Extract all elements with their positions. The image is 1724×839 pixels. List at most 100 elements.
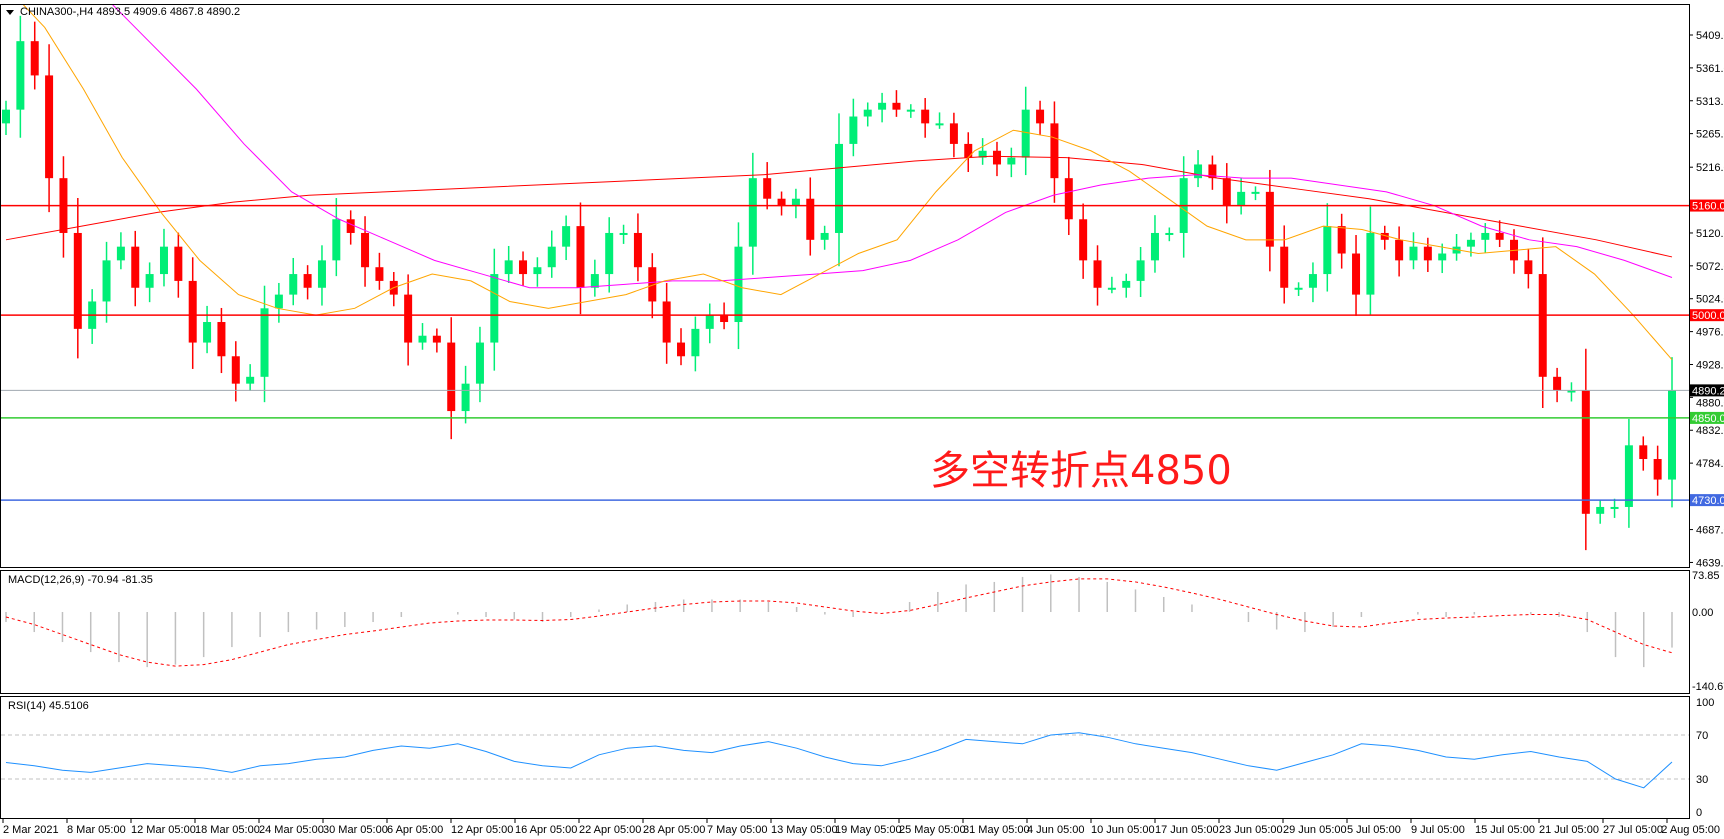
annotation-text: 多空转折点4850	[930, 448, 1232, 494]
candle-body	[935, 123, 944, 126]
candle-body	[246, 376, 255, 384]
candle-body	[1466, 239, 1475, 247]
rsi-tick-label: 100	[1696, 697, 1714, 709]
rsi-tick-label: 70	[1696, 730, 1708, 742]
candle-body	[820, 232, 829, 240]
time-label: 28 Apr 05:00	[643, 824, 705, 836]
level-label: 4850.0	[1692, 413, 1724, 425]
rsi-panel	[0, 696, 1690, 819]
candle-body	[1668, 390, 1676, 480]
candle-body	[1294, 287, 1303, 290]
candle-body	[1538, 274, 1547, 377]
ma-fast-line	[22, 5, 1673, 361]
candle-body	[432, 335, 441, 343]
time-label: 23 Jun 05:00	[1219, 824, 1283, 836]
candle-body	[791, 198, 800, 206]
candle-body	[217, 322, 226, 357]
rsi-label: RSI(14) 45.5106	[8, 700, 89, 712]
price-tick-label: 5024.0	[1696, 294, 1724, 306]
candle-body	[73, 232, 82, 329]
candle-body	[16, 41, 25, 110]
macd-signal-line	[5, 578, 1673, 667]
candle-body	[777, 198, 786, 206]
candle-body	[1395, 239, 1404, 261]
time-label: 6 Apr 05:00	[387, 824, 443, 836]
price-tick-label: 5120.0	[1696, 228, 1724, 240]
time-label: 15 Jul 05:00	[1475, 824, 1535, 836]
price-tick-label: 4687.0	[1696, 525, 1724, 537]
candle-body	[1222, 178, 1231, 206]
candle-body	[1036, 109, 1045, 124]
candle-body	[1323, 226, 1332, 275]
ma-slow-line	[5, 155, 1673, 258]
price-tick-label: 5409.0	[1696, 30, 1724, 42]
price-tick-label: 5313.0	[1696, 96, 1724, 108]
candle-body	[1495, 232, 1504, 240]
candle-body	[447, 342, 456, 412]
candle-body	[30, 41, 39, 76]
time-label: 7 May 05:00	[707, 824, 768, 836]
symbol-info: CHINA300-,H4 4893.5 4909.6 4867.8 4890.2	[20, 6, 241, 18]
time-label: 8 Mar 05:00	[67, 824, 126, 836]
candle-body	[921, 109, 930, 124]
time-label: 17 Jun 05:00	[1155, 824, 1219, 836]
candle-body	[174, 246, 183, 281]
candle-body	[102, 260, 111, 302]
price-tick-label: 4928.0	[1696, 359, 1724, 371]
candle-body	[705, 315, 714, 329]
candle-body	[1653, 459, 1662, 480]
time-label: 21 Jul 05:00	[1539, 824, 1599, 836]
level-tag	[1690, 384, 1724, 397]
candle-body	[835, 143, 843, 233]
price-tick-label: 5361.0	[1696, 63, 1724, 75]
candle-body	[1280, 246, 1289, 288]
time-label: 2 Aug 05:00	[1661, 824, 1720, 836]
candle-body	[1308, 274, 1317, 288]
candle-body	[159, 246, 168, 275]
candle-body	[2, 109, 10, 124]
candle-body	[964, 143, 973, 158]
candle-body	[1194, 164, 1203, 179]
price-tick-label: 4880.0	[1696, 397, 1724, 409]
candle-body	[633, 232, 642, 268]
price-tick-label: 4639.0	[1696, 557, 1724, 569]
time-label: 12 Apr 05:00	[451, 824, 513, 836]
triangle-down-icon[interactable]	[6, 10, 14, 15]
ma-mid-line	[112, 5, 1673, 289]
candle-body	[131, 246, 140, 288]
price-tick-label: 5265.0	[1696, 129, 1724, 141]
candle-body	[1567, 390, 1576, 393]
time-label: 18 Mar 05:00	[195, 824, 260, 836]
candle-body	[1208, 164, 1217, 179]
candle-body	[1021, 109, 1030, 158]
candle-body	[1251, 191, 1260, 194]
candle-body	[1553, 376, 1562, 391]
time-label: 27 Jul 05:00	[1603, 824, 1663, 836]
candle-body	[677, 342, 686, 357]
macd-tick-label: 0.00	[1692, 607, 1713, 619]
candle-body	[260, 308, 269, 377]
candle-body	[332, 219, 341, 261]
time-label: 24 Mar 05:00	[259, 824, 324, 836]
candle-body	[576, 226, 585, 288]
macd-tick-label: -140.67	[1692, 681, 1724, 693]
time-label: 16 Apr 05:00	[515, 824, 577, 836]
candle-body	[691, 328, 700, 357]
candle-body	[375, 267, 384, 281]
candle-body	[1639, 445, 1648, 460]
candle-body	[1438, 253, 1447, 261]
candle-body	[1064, 178, 1073, 220]
rsi-line	[5, 732, 1673, 789]
candle-body	[1150, 232, 1159, 261]
candle-body	[720, 315, 729, 323]
price-tick-label: 5216.0	[1696, 162, 1724, 174]
level-tag	[1690, 411, 1724, 424]
candle-body	[849, 116, 858, 144]
candle-body	[1409, 246, 1418, 261]
candle-body	[1524, 260, 1533, 275]
time-label: 9 Jul 05:00	[1411, 824, 1465, 836]
level-label: 4890.2	[1692, 385, 1724, 397]
candle-body	[475, 342, 484, 384]
candle-body	[878, 102, 887, 110]
